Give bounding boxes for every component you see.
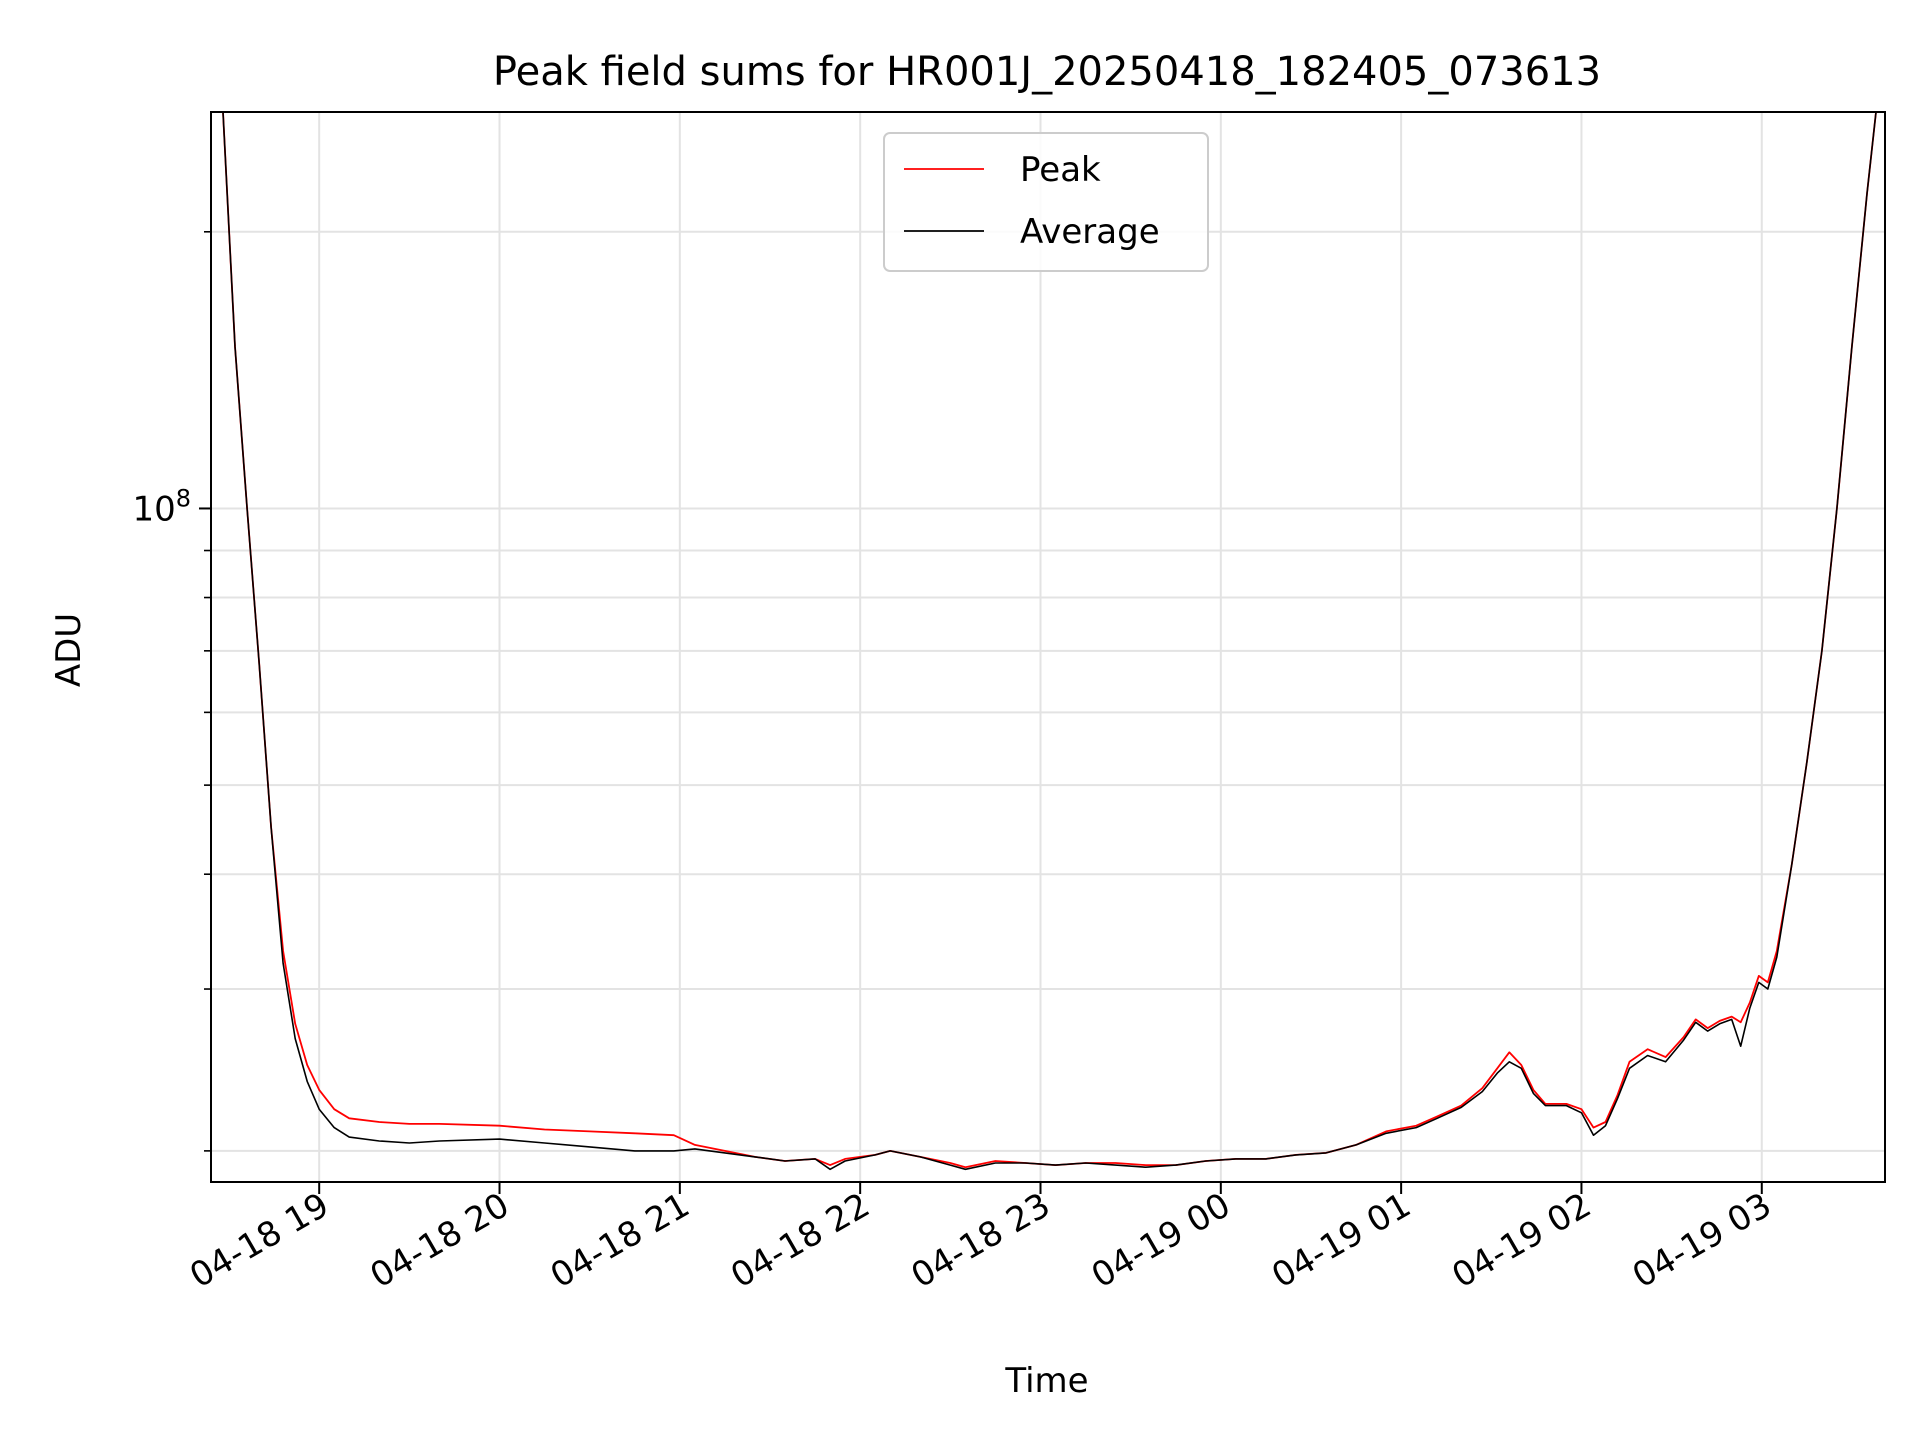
series-line-average	[211, 112, 1877, 1171]
legend: Peak Average	[883, 132, 1209, 272]
legend-box	[883, 132, 1209, 272]
series-layer	[211, 112, 1877, 1171]
x-axis-label: Time	[1004, 1361, 1088, 1401]
chart-title: Peak field sums for HR001J_20250418_1824…	[493, 49, 1601, 95]
y-tick-label: 108	[132, 484, 191, 529]
legend-label-average: Average	[1020, 212, 1160, 252]
legend-label-peak: Peak	[1020, 150, 1101, 190]
y-axis-label: ADU	[49, 613, 89, 687]
grid-layer	[211, 112, 1885, 1182]
plot-frame	[210, 111, 1886, 1183]
